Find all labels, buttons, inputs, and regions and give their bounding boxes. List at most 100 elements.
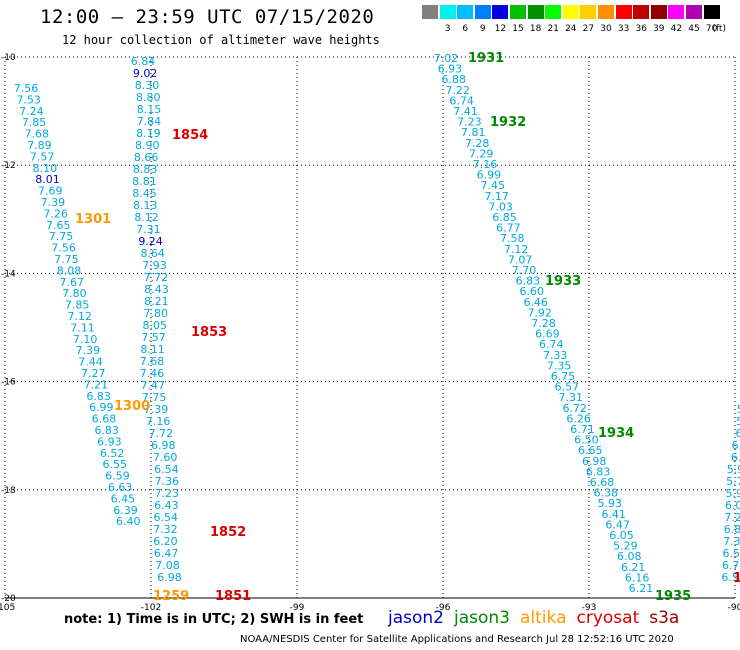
page-title: 12:00 – 23:59 UTC 07/15/2020 bbox=[40, 6, 375, 28]
pass-time-label: 1932 bbox=[490, 115, 526, 130]
wave-height-value: 5.97 bbox=[726, 487, 740, 500]
wave-height-value: 6.68 bbox=[92, 413, 117, 426]
legend-label: 21 bbox=[547, 24, 559, 34]
wave-height-value: 6.84 bbox=[131, 55, 156, 68]
wave-height-value: 6.08 bbox=[617, 550, 642, 563]
wave-height-value: 7.81 bbox=[461, 126, 486, 139]
pass-time-label: 1852 bbox=[210, 525, 246, 540]
wave-height-value: 7.57 bbox=[141, 331, 166, 344]
wave-height-value: 6.52 bbox=[100, 447, 125, 460]
wave-height-value: 6.75 bbox=[551, 370, 576, 383]
wave-height-value: 7.35 bbox=[547, 359, 572, 372]
legend-swatch bbox=[439, 5, 456, 19]
wave-height-value: 7.12 bbox=[68, 310, 93, 323]
legend-swatch bbox=[580, 5, 597, 19]
wave-height-value: 6.47 bbox=[605, 518, 630, 531]
legend-label: 6 bbox=[462, 24, 469, 34]
lon-tick-label: -96 bbox=[436, 603, 451, 613]
legend-swatch bbox=[474, 5, 491, 19]
wave-height-value: 6.20 bbox=[153, 535, 178, 548]
wave-height-value: 6.57 bbox=[555, 381, 580, 394]
wave-height-value: 5. bbox=[736, 415, 740, 428]
wave-height-value: 6.45 bbox=[111, 492, 136, 505]
wave-height-value: 7.58 bbox=[500, 232, 525, 245]
wave-height-value: 6.99 bbox=[477, 169, 502, 182]
wave-height-value: 7.57 bbox=[30, 150, 55, 163]
wave-height-value: 7.72 bbox=[144, 271, 169, 284]
legend-swatch bbox=[650, 5, 667, 19]
wave-height-value: 6.83 bbox=[94, 424, 119, 437]
wave-height-value: 9.24 bbox=[138, 235, 163, 248]
pass-time-label: 1259 bbox=[153, 589, 189, 604]
wave-height-value: 8.30 bbox=[135, 79, 160, 92]
wave-height-value: 6.38 bbox=[594, 487, 619, 500]
wave-height-value: 8.81 bbox=[132, 175, 157, 188]
wave-height-value: 7.39 bbox=[144, 403, 169, 416]
wave-height-value: 6.21 bbox=[621, 561, 646, 574]
wave-height-value: 6.58 bbox=[721, 571, 740, 584]
wave-height-value: 6.77 bbox=[496, 222, 521, 235]
legend-label: 39 bbox=[653, 24, 665, 34]
wave-height-value: 7.07 bbox=[508, 253, 533, 266]
pass-time-label: 1 bbox=[733, 571, 740, 586]
wave-height-value: 5.93 bbox=[727, 463, 740, 476]
wave-height-value: 7.24 bbox=[19, 105, 44, 118]
wave-height-value: 5.29 bbox=[613, 540, 638, 553]
wave-height-value: 6.74 bbox=[449, 94, 474, 107]
wave-height-value: 8.64 bbox=[140, 247, 165, 260]
wave-height-value: 8.12 bbox=[134, 211, 159, 224]
wave-height-value: 7.80 bbox=[144, 307, 169, 320]
wave-height-value: 7.45 bbox=[481, 179, 506, 192]
wave-height-value: 7.39 bbox=[76, 344, 101, 357]
satellite-legend-jason2: jason2 bbox=[388, 608, 444, 628]
wave-height-value: 8.83 bbox=[133, 163, 158, 176]
wave-height-value: 6.98 bbox=[157, 571, 182, 584]
wave-height-value: 7.08 bbox=[155, 559, 180, 572]
wave-height-value: 8.66 bbox=[134, 151, 159, 164]
wave-height-value: 7.31 bbox=[136, 223, 161, 236]
pass-time-label: 1933 bbox=[545, 274, 581, 289]
legend-swatch bbox=[422, 5, 438, 19]
lat-tick-label: -18 bbox=[1, 486, 16, 496]
wave-height-value: 7.69 bbox=[38, 185, 63, 198]
wave-height-value: 7.60 bbox=[153, 451, 178, 464]
wave-height-value: 7.75 bbox=[142, 391, 167, 404]
wave-height-value: 7.17 bbox=[484, 190, 509, 203]
legend-label: 3 bbox=[444, 24, 451, 34]
wave-height-value: 6.40 bbox=[116, 515, 141, 528]
wave-height-value: 5.76 bbox=[726, 475, 740, 488]
wave-height-value: 7.39 bbox=[723, 535, 740, 548]
wave-height-value: 7.44 bbox=[78, 356, 103, 369]
wave-height-value: 6.47 bbox=[154, 547, 179, 560]
wave-height-value: 7.12 bbox=[504, 243, 529, 256]
pass-time-label: 1931 bbox=[468, 51, 504, 66]
wave-height-value: 6.72 bbox=[562, 402, 587, 415]
wave-height-value: 7.16 bbox=[473, 158, 498, 171]
pass-time-label: 1854 bbox=[172, 128, 208, 143]
satellite-legend-altika: altika bbox=[520, 608, 567, 628]
wave-height-value: 8.10 bbox=[33, 162, 58, 175]
legend-label: 18 bbox=[529, 24, 542, 34]
wave-height-value: 7.33 bbox=[543, 349, 568, 362]
wave-height-value: 6.68 bbox=[590, 476, 615, 489]
wave-height-value: 8.15 bbox=[137, 103, 162, 116]
legend-label: 9 bbox=[479, 24, 486, 34]
wave-height-value: 7.23 bbox=[155, 487, 180, 500]
wave-height-value: 6.80 bbox=[724, 523, 740, 536]
wave-height-value: 6.63 bbox=[108, 481, 133, 494]
wave-height-value: 7.56 bbox=[14, 82, 39, 95]
legend-label: 36 bbox=[635, 24, 647, 34]
satellite-legend-s3a: s3a bbox=[649, 608, 680, 628]
wave-height-value: 6.60 bbox=[520, 285, 545, 298]
wave-height-value: 6.93 bbox=[97, 435, 122, 448]
lon-tick-label: -99 bbox=[290, 603, 305, 613]
wave-height-value: 7.68 bbox=[140, 355, 165, 368]
lat-tick-label: -10 bbox=[1, 53, 16, 63]
wave-height-value: 7.02 bbox=[434, 52, 459, 65]
wave-height-value: 7.46 bbox=[140, 367, 165, 380]
wave-height-value: 7.75 bbox=[49, 230, 74, 243]
wave-height-value: 8.11 bbox=[140, 343, 165, 356]
credit-line: NOAA/NESDIS Center for Satellite Applica… bbox=[240, 634, 674, 645]
wave-height-value: 7.47 bbox=[140, 379, 165, 392]
